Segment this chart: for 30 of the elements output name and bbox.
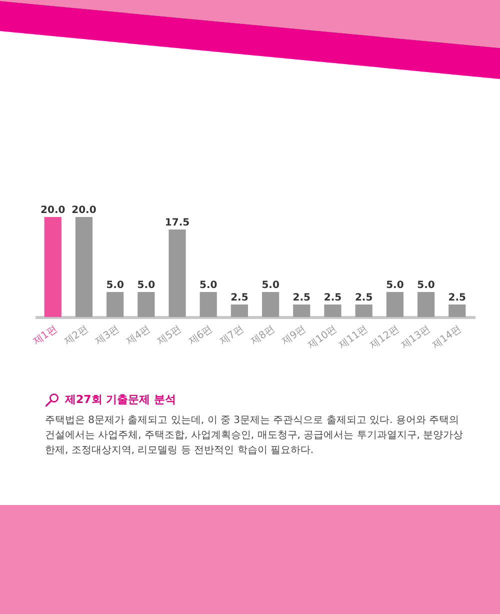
bar xyxy=(44,217,62,317)
data-label: 5.0 xyxy=(417,280,435,291)
bar xyxy=(386,292,404,317)
text: 주택법은 8문제가 출제되고 있는데, 이 중 3문제는 주관식으로 출제되고 있다. 용어와 주택의 건설에서는 사업주체, 주택조합, 사업계획승인, 매도청구, 공급에서는 투기과열지구, 분양가상한제, 조정대상지역, 리모델링 등 전반적인 학습이 필요하다. xyxy=(45,414,464,458)
bar xyxy=(262,292,280,317)
data-label: 20.0 xyxy=(72,205,96,216)
data-label: 2.5 xyxy=(324,292,342,304)
data-label: 5.0 xyxy=(106,280,124,291)
text: 제27회 기출문제 분석 xyxy=(65,392,176,407)
bar xyxy=(293,304,310,317)
data-label: 5.0 xyxy=(386,280,404,291)
data-label: 2.5 xyxy=(448,292,466,304)
data-label: 5.0 xyxy=(200,280,218,291)
bar xyxy=(200,292,217,317)
bar xyxy=(324,304,342,317)
data-label: 2.5 xyxy=(354,292,373,304)
data-label: 5.0 xyxy=(137,280,156,291)
data-label: 17.5 xyxy=(164,218,190,228)
bar xyxy=(75,217,93,317)
data-label: 2.5 xyxy=(230,292,248,304)
bar xyxy=(168,230,186,317)
data-label: 20.0 xyxy=(40,205,66,216)
bar xyxy=(138,292,155,317)
data-label: 2.5 xyxy=(292,292,311,304)
bar xyxy=(448,304,466,317)
data-label: 5.0 xyxy=(262,280,280,291)
bar xyxy=(355,304,372,317)
bar xyxy=(417,292,435,317)
bar xyxy=(106,292,124,317)
bar xyxy=(230,304,248,317)
